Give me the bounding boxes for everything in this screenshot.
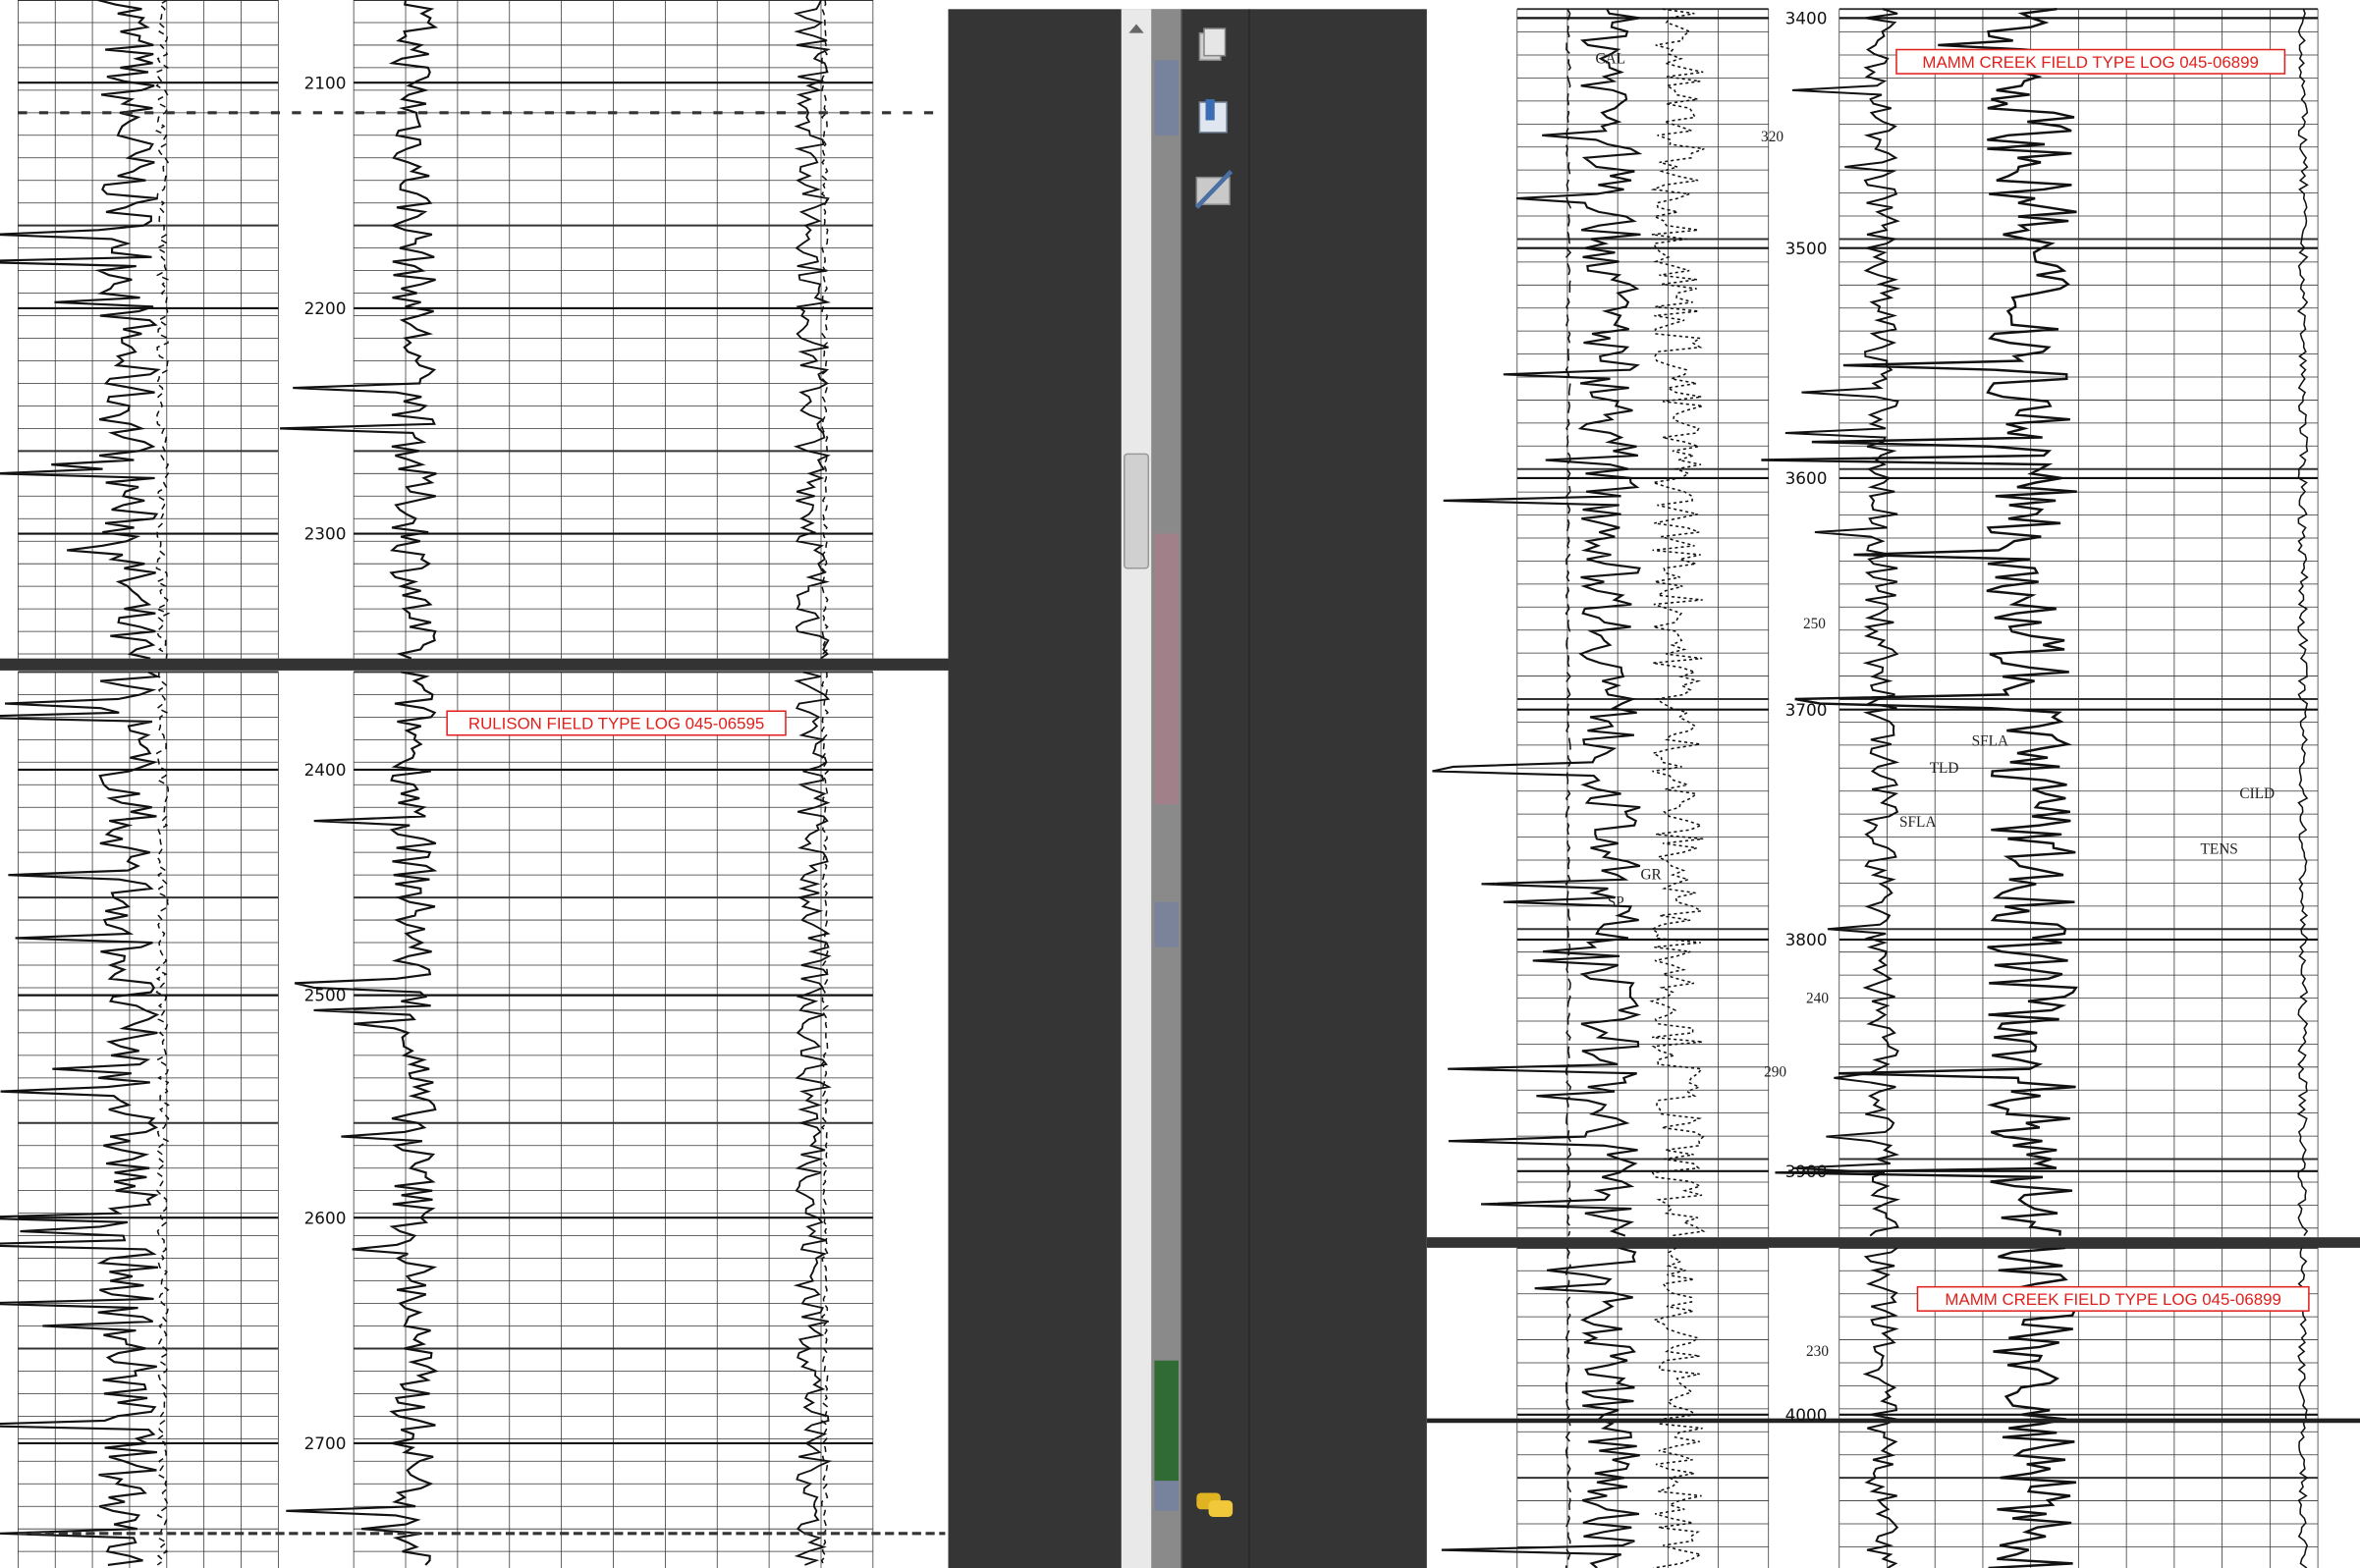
pages-icon[interactable] bbox=[1198, 27, 1227, 62]
bookmarks-icon[interactable] bbox=[1198, 99, 1228, 134]
annotation: MAMM CREEK FIELD TYPE LOG 045-06899 bbox=[1945, 1290, 2280, 1309]
scale-mark: 230 bbox=[1806, 1343, 1829, 1360]
depth-label: 3900 bbox=[1785, 1162, 1828, 1181]
sidebar-background bbox=[948, 9, 1427, 1568]
log-curve bbox=[1564, 1247, 1571, 1568]
log-curve bbox=[1784, 8, 1901, 1237]
curve-label: CAL bbox=[1595, 50, 1625, 67]
log-curve bbox=[1761, 7, 2079, 1236]
left-log-pane: 2100 2200 2300 2400 2500 2600 2700 RULISON FIEL… bbox=[0, 0, 949, 1568]
depth-label: 2200 bbox=[304, 298, 347, 318]
annotation-box bbox=[446, 710, 787, 736]
curve-label: TLD bbox=[1930, 760, 1959, 777]
log-curve bbox=[1649, 8, 1706, 1237]
log-curve bbox=[154, 0, 171, 659]
depth-label: 3600 bbox=[1785, 468, 1828, 488]
depth-label: 4000 bbox=[1785, 1405, 1828, 1425]
curve-label: SFLA bbox=[1899, 814, 1936, 831]
log-curve bbox=[820, 672, 829, 1566]
right-log-pane: 3400 3500 3600 3700 3800 3900 4000 MAMM CREEK F… bbox=[1426, 7, 2360, 1568]
depth-label: 3500 bbox=[1785, 239, 1828, 258]
log-curve bbox=[1432, 8, 1643, 1237]
depth-label: 3800 bbox=[1785, 930, 1828, 949]
log-curve bbox=[793, 671, 833, 1566]
log-curve bbox=[1441, 1246, 1640, 1568]
viewer-sidebar bbox=[948, 9, 1427, 1568]
thumbnail-mark bbox=[1154, 533, 1179, 805]
curve-label: GR bbox=[1640, 867, 1662, 884]
depth-label: 2300 bbox=[304, 524, 347, 544]
depth-label: 2600 bbox=[304, 1208, 347, 1227]
scale-mark: 320 bbox=[1761, 129, 1784, 145]
scroll-up-arrow[interactable] bbox=[1128, 24, 1144, 33]
comments-icon[interactable] bbox=[1196, 1492, 1234, 1517]
log-curve bbox=[280, 0, 439, 660]
page-separator bbox=[0, 658, 949, 671]
scale-mark: 250 bbox=[1803, 616, 1826, 632]
thumbnail-mark bbox=[1154, 1481, 1179, 1511]
log-curve bbox=[820, 0, 829, 659]
log-curve bbox=[0, 0, 161, 660]
thumbnail-mark bbox=[1154, 60, 1179, 135]
curve-label: SP bbox=[1608, 893, 1624, 910]
log-curve bbox=[286, 671, 439, 1566]
log-curve bbox=[1862, 1247, 1900, 1568]
page-separator bbox=[1426, 1237, 2360, 1248]
depth-label: 2700 bbox=[304, 1433, 347, 1453]
depth-label: 2500 bbox=[304, 986, 347, 1005]
annotation: RULISON FIELD TYPE LOG 045-06595 bbox=[468, 715, 764, 733]
scale-mark: 290 bbox=[1764, 1063, 1786, 1080]
depth-label: 3700 bbox=[1785, 700, 1828, 720]
annotation-box bbox=[1916, 1285, 2310, 1312]
top-margin bbox=[948, 0, 1427, 10]
log-curve bbox=[0, 671, 161, 1567]
log-curve bbox=[793, 0, 832, 660]
signatures-icon[interactable] bbox=[1194, 169, 1234, 209]
scrollbar-thumb[interactable] bbox=[1124, 453, 1150, 569]
depth-label: 3400 bbox=[1785, 9, 1828, 28]
depth-label: 2100 bbox=[304, 73, 347, 92]
curve-label: SFLA bbox=[1972, 732, 2008, 749]
thumbnail-mark bbox=[1154, 901, 1179, 947]
log-curve bbox=[2296, 8, 2309, 1237]
curve-label: CILD bbox=[2239, 785, 2275, 802]
log-curve bbox=[155, 672, 170, 1566]
depth-label: 2400 bbox=[304, 760, 347, 780]
annotation: MAMM CREEK FIELD TYPE LOG 045-06899 bbox=[1922, 53, 2258, 72]
scale-mark: 240 bbox=[1806, 990, 1829, 1006]
thumbnail-mark bbox=[1154, 1360, 1179, 1482]
annotation-box bbox=[1895, 48, 2286, 75]
log-curve bbox=[1564, 8, 1572, 1236]
log-curve bbox=[1651, 1247, 1703, 1568]
curve-label: TENS bbox=[2201, 841, 2238, 858]
scrollbar-track[interactable] bbox=[1121, 9, 1152, 1568]
